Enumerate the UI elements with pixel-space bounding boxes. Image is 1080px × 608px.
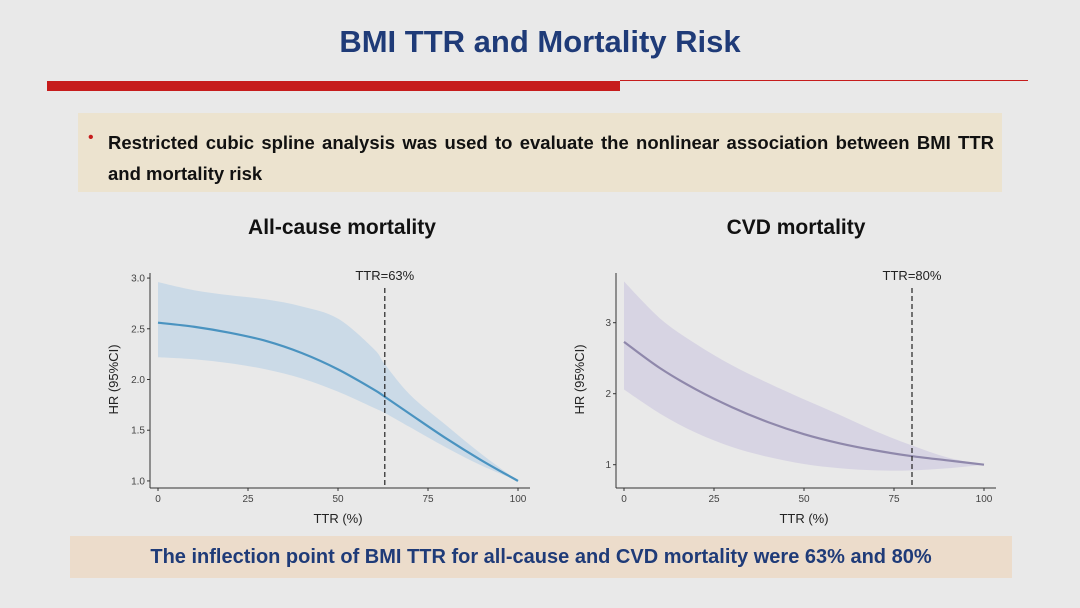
x-tick-label: 25	[708, 494, 720, 505]
bullet-dot-icon: •	[88, 129, 94, 146]
all-cause-mortality-chart: 1.0 1.5 2.0 2.5 3.0 0 25 50 75 100 TTR=63% TTR (%) H…	[106, 268, 530, 526]
conclusion-box: The inflection point of BMI TTR for all-…	[70, 536, 1012, 578]
conclusion-text: The inflection point of BMI TTR for all-…	[150, 546, 932, 568]
inflection-label: TTR=63%	[355, 268, 414, 283]
y-tick-label: 1.5	[131, 426, 145, 437]
slide-title: BMI TTR and Mortality Risk	[339, 24, 741, 59]
y-tick-label: 1	[605, 460, 611, 471]
confidence-band	[624, 281, 984, 471]
y-axis-label: HR (95%CI)	[106, 344, 121, 414]
hr-series-line	[157, 321, 519, 482]
chart-title-cvd: CVD mortality	[726, 216, 866, 239]
y-tick-label: 3	[605, 318, 611, 329]
y-tick-label: 2	[605, 389, 611, 400]
y-axis-label: HR (95%CI)	[572, 344, 587, 414]
y-tick-label: 3.0	[131, 274, 145, 285]
x-axis-label: TTR (%)	[313, 511, 362, 526]
x-tick-label: 100	[976, 494, 993, 505]
title-rule-thin	[620, 80, 1028, 81]
cvd-mortality-chart: 1 2 3 0 25 50 75 100 TTR=80% TTR (%) HR (95%CI)	[572, 268, 996, 526]
x-tick-label: 0	[621, 494, 627, 505]
x-tick-label: 50	[798, 494, 810, 505]
x-tick-label: 75	[422, 494, 434, 505]
y-tick-label: 2.5	[131, 324, 145, 335]
chart-title-all-cause: All-cause mortality	[248, 216, 436, 239]
x-tick-label: 25	[242, 494, 254, 505]
x-axis-label: TTR (%)	[779, 511, 828, 526]
x-tick-label: 100	[510, 494, 527, 505]
hr-series-line	[623, 340, 985, 466]
x-tick-label: 50	[332, 494, 344, 505]
bullet-box: • Restricted cubic spline analysis was u…	[78, 113, 1002, 192]
x-tick-label: 75	[888, 494, 900, 505]
y-tick-label: 1.0	[131, 476, 145, 487]
y-tick-label: 2.0	[131, 375, 145, 386]
bullet-text: Restricted cubic spline analysis was use…	[108, 132, 994, 184]
inflection-label: TTR=80%	[883, 268, 942, 283]
confidence-band	[158, 282, 518, 481]
x-tick-label: 0	[155, 494, 161, 505]
title-rule-thick	[47, 81, 620, 91]
